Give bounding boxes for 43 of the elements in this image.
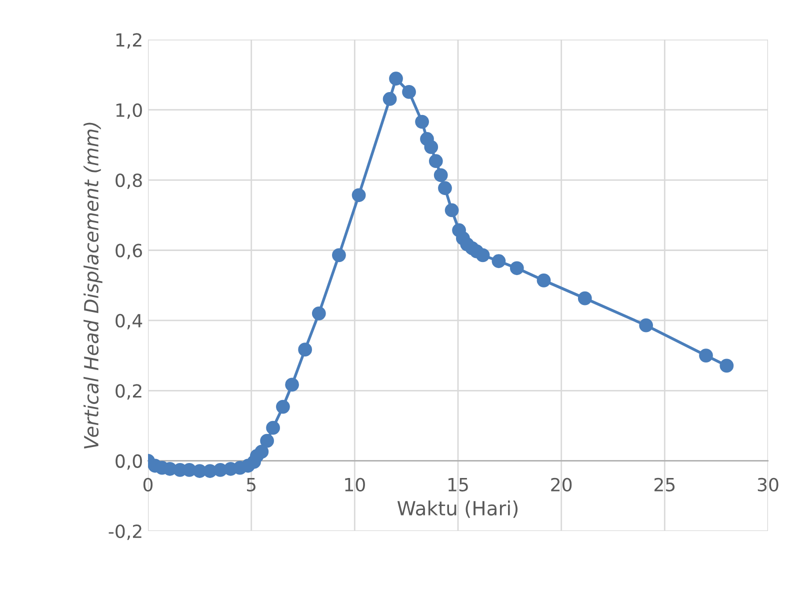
point [260, 434, 274, 448]
y-tick-label: 0,2 [116, 384, 142, 400]
x-tick-label: 10 [345, 478, 365, 492]
point [266, 420, 280, 435]
y-tick-label: 0,8 [116, 174, 142, 190]
point [402, 85, 416, 99]
point [578, 291, 592, 306]
point [276, 400, 290, 414]
point [312, 306, 326, 320]
point [298, 342, 312, 357]
y-tick-label: 1,0 [116, 103, 142, 119]
y-axis-title: Vertical Head Displacement (mm) [84, 122, 102, 448]
x-tick-label: 0 [143, 478, 153, 492]
point [434, 168, 448, 182]
point [285, 378, 299, 392]
point [444, 203, 459, 218]
point [332, 248, 346, 262]
x-tick-label: 15 [448, 478, 468, 492]
point [699, 348, 713, 362]
point [254, 444, 269, 459]
point [389, 72, 403, 86]
point [536, 273, 551, 288]
point [639, 318, 654, 332]
x-tick-label: 5 [246, 478, 256, 492]
x-tick-label: 25 [654, 478, 675, 492]
point [428, 154, 443, 168]
x-axis-title: Waktu (Hari) [397, 500, 518, 518]
point [476, 248, 490, 262]
point [382, 92, 397, 106]
y-tick-label: 0,6 [116, 244, 142, 260]
y-tick-label: 0,0 [116, 454, 142, 470]
y-tick-label: 1,2 [116, 33, 142, 49]
point [492, 254, 506, 268]
point [438, 181, 452, 196]
point [510, 261, 524, 276]
x-tick-label: 30 [758, 478, 778, 492]
y-tick-label: -0,2 [108, 524, 142, 540]
point [352, 188, 366, 202]
point [415, 114, 429, 129]
x-tick-label: 20 [551, 478, 572, 492]
point [424, 140, 438, 154]
y-tick-label: 0,4 [116, 314, 142, 330]
point [720, 358, 734, 373]
